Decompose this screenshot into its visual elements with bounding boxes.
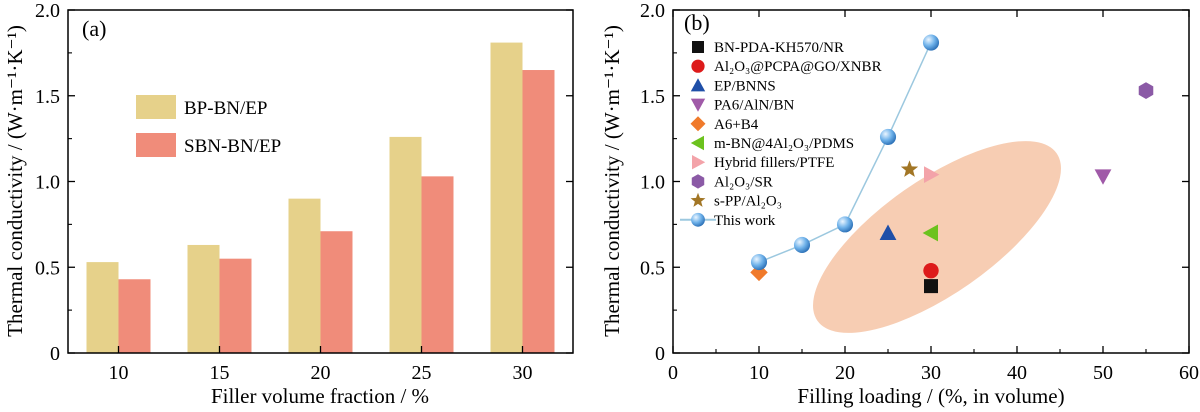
legend-label-a6-b4: A6+B4 bbox=[714, 117, 759, 133]
panel-a-ticks: 10 15 20 25 30 0 0.5 1.0 1.5 2.0 bbox=[35, 0, 573, 384]
legend-marker-m-bn-4al2o3-pdms bbox=[690, 135, 704, 151]
legend-label-s-pp-al2o3: s-PP/Al₂O₃ bbox=[714, 194, 782, 210]
x-tick-label: 10 bbox=[109, 362, 129, 384]
panel-b-scatter-chart: 0 10 20 30 40 50 60 0 0.5 1.0 1.5 2.0 (b) BN-PDA-KH… bbox=[600, 0, 1199, 408]
panel-a-label: (a) bbox=[82, 16, 106, 41]
y-tick-label: 0.5 bbox=[640, 257, 665, 279]
x-tick-label: 30 bbox=[921, 362, 941, 384]
x-tick-label: 0 bbox=[668, 362, 678, 384]
y-tick-label: 0 bbox=[655, 343, 665, 365]
legend-label-sbn-bn-ep: SBN-BN/EP bbox=[184, 136, 281, 157]
panel-a-bar-chart: 10 15 20 25 30 0 0.5 1.0 1.5 2.0 (a) BP-BN/EP SBN… bbox=[3, 0, 574, 408]
legend-swatch-bp-bn-ep bbox=[136, 95, 176, 119]
x-tick-label: 50 bbox=[1093, 362, 1113, 384]
panel-b-series bbox=[750, 34, 1154, 294]
legend-label-m-bn-4al2o3-pdms: m-BN@4Al₂O₃/PDMS bbox=[714, 136, 854, 152]
legend-label-ep-bnns: EP/BNNS bbox=[714, 78, 776, 94]
bar-sbn-bn-ep-15 bbox=[219, 258, 252, 353]
legend-label-bn-pda-kh570-nr: BN-PDA-KH570/NR bbox=[714, 40, 844, 56]
bar-bp-bn-ep-30 bbox=[490, 42, 523, 354]
point-m-bn-4al2o3-pdms-0 bbox=[922, 224, 938, 242]
legend-label-pa6-aln-bn: PA6/AlN/BN bbox=[714, 98, 794, 114]
legend-marker-bn-pda-kh570-nr bbox=[692, 41, 704, 53]
y-tick-label: 1.5 bbox=[35, 86, 60, 108]
bar-bp-bn-ep-20 bbox=[288, 198, 321, 353]
legend-marker-a6-b4 bbox=[690, 116, 706, 132]
x-tick-label: 25 bbox=[412, 362, 432, 384]
panel-b-y-axis-title: Thermal conductivity / (W·m⁻¹·K⁻¹) bbox=[600, 25, 624, 337]
bar-bp-bn-ep-10 bbox=[86, 262, 119, 353]
panel-b-ticks: 0 10 20 30 40 50 60 0 0.5 1.0 1.5 2.0 bbox=[640, 0, 1199, 384]
legend-marker-al2o3-sr bbox=[691, 174, 705, 189]
panel-a-y-axis-title: Thermal conductivity / (W·m⁻¹·K⁻¹) bbox=[3, 25, 27, 337]
legend-marker-s-pp-al2o3 bbox=[690, 192, 706, 207]
point-al2o3-pcpa-go-xnbr-0 bbox=[923, 262, 939, 279]
legend-swatch-sbn-bn-ep bbox=[136, 133, 176, 157]
y-tick-label: 1.0 bbox=[35, 172, 60, 194]
y-tick-label: 1.5 bbox=[640, 86, 665, 108]
panel-b-label: (b) bbox=[684, 10, 710, 35]
legend-marker-this-work bbox=[691, 212, 705, 227]
point-this-work-3 bbox=[879, 128, 897, 145]
point-ep-bnns-0 bbox=[879, 224, 897, 240]
legend-label-this-work: This work bbox=[714, 213, 776, 229]
x-tick-label: 10 bbox=[749, 362, 769, 384]
bar-sbn-bn-ep-30 bbox=[522, 70, 555, 354]
panel-a-legend: BP-BN/EP SBN-BN/EP bbox=[136, 95, 281, 157]
legend-label-al2o3-pcpa-go-xnbr: Al₂O₃@PCPA@GO/XNBR bbox=[714, 59, 882, 75]
x-tick-label: 20 bbox=[311, 362, 331, 384]
x-tick-label: 40 bbox=[1007, 362, 1027, 384]
x-tick-label: 20 bbox=[835, 362, 855, 384]
y-tick-label: 0.5 bbox=[35, 257, 60, 279]
x-tick-label: 30 bbox=[513, 362, 533, 384]
point-hybrid-fillers-ptfe-0 bbox=[924, 166, 940, 184]
y-tick-label: 0 bbox=[50, 343, 60, 365]
bar-bp-bn-ep-15 bbox=[187, 244, 220, 353]
panel-a-bars bbox=[86, 42, 555, 354]
bar-sbn-bn-ep-10 bbox=[118, 279, 151, 353]
point-this-work-1 bbox=[793, 236, 811, 254]
panel-a-x-axis-title: Filler volume fraction / % bbox=[211, 384, 429, 408]
point-this-work-2 bbox=[836, 216, 854, 233]
y-tick-label: 2.0 bbox=[640, 0, 665, 22]
point-al2o3-sr-0 bbox=[1138, 82, 1154, 100]
y-tick-label: 2.0 bbox=[35, 0, 60, 22]
bar-sbn-bn-ep-20 bbox=[320, 231, 353, 353]
legend-marker-pa6-aln-bn bbox=[690, 98, 706, 112]
legend-marker-hybrid-fillers-ptfe bbox=[692, 155, 706, 170]
point-pa6-aln-bn-0 bbox=[1094, 169, 1112, 185]
x-tick-label: 15 bbox=[210, 362, 230, 384]
point-this-work-0 bbox=[750, 254, 768, 271]
legend-marker-al2o3-pcpa-go-xnbr bbox=[691, 59, 705, 73]
y-tick-label: 1.0 bbox=[640, 172, 665, 194]
point-this-work-4 bbox=[922, 34, 940, 51]
legend-label-hybrid-fillers-ptfe: Hybrid fillers/PTFE bbox=[714, 155, 834, 171]
point-s-pp-al2o3-0 bbox=[900, 160, 919, 177]
x-tick-label: 60 bbox=[1179, 362, 1199, 384]
panel-b-legend: BN-PDA-KH570/NR Al₂O₃@PCPA@GO/XNBR EP/BNNS… bbox=[680, 40, 882, 229]
legend-label-al2o3-sr: Al₂O₃/SR bbox=[714, 174, 773, 190]
legend-marker-ep-bnns bbox=[690, 78, 706, 92]
bar-bp-bn-ep-25 bbox=[389, 136, 422, 353]
bar-sbn-bn-ep-25 bbox=[421, 176, 454, 353]
point-bn-pda-kh570-nr-0 bbox=[924, 279, 938, 294]
legend-label-bp-bn-ep: BP-BN/EP bbox=[184, 98, 267, 119]
panel-b-x-axis-title: Filling loading / (%, in volume) bbox=[797, 384, 1064, 408]
